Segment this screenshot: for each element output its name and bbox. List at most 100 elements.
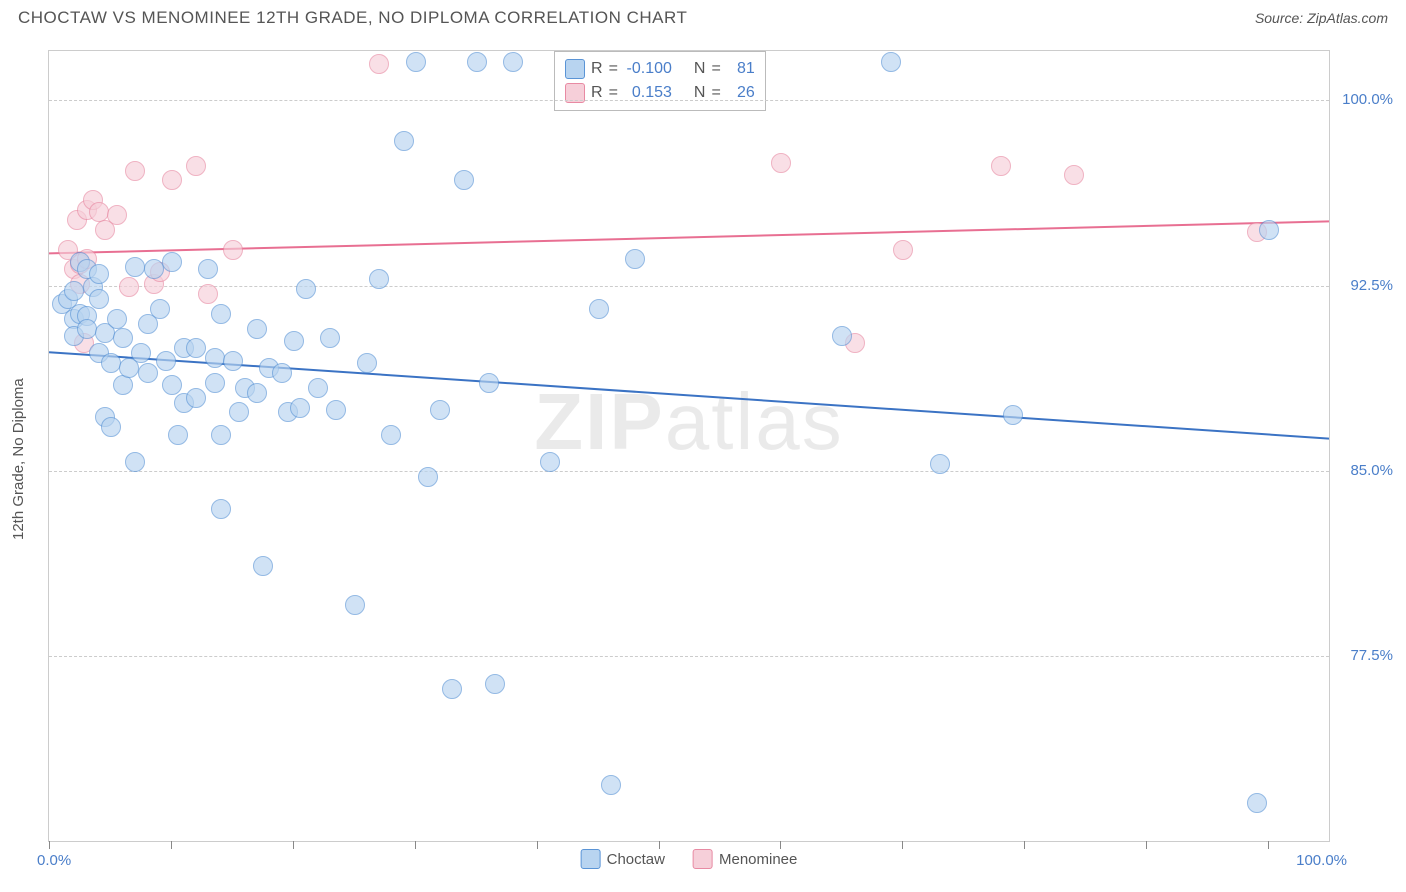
data-point bbox=[131, 343, 151, 363]
data-point bbox=[930, 454, 950, 474]
data-point bbox=[162, 170, 182, 190]
data-point bbox=[771, 153, 791, 173]
data-point bbox=[211, 425, 231, 445]
stats-legend-box: R = -0.100 N = 81 R = 0.153 N = 26 bbox=[554, 51, 766, 111]
data-point bbox=[345, 595, 365, 615]
y-tick-label: 92.5% bbox=[1337, 277, 1393, 294]
data-point bbox=[369, 269, 389, 289]
data-point bbox=[119, 277, 139, 297]
data-point bbox=[113, 375, 133, 395]
data-point bbox=[247, 383, 267, 403]
data-point bbox=[290, 398, 310, 418]
x-tick-label-min: 0.0% bbox=[37, 852, 71, 869]
data-point bbox=[162, 252, 182, 272]
data-point bbox=[540, 452, 560, 472]
x-tick bbox=[415, 841, 416, 849]
data-point bbox=[1259, 220, 1279, 240]
data-point bbox=[229, 402, 249, 422]
r-label: R bbox=[591, 81, 603, 105]
data-point bbox=[156, 351, 176, 371]
data-point bbox=[589, 299, 609, 319]
data-point bbox=[418, 467, 438, 487]
data-point bbox=[113, 328, 133, 348]
data-point bbox=[64, 281, 84, 301]
chart-title: CHOCTAW VS MENOMINEE 12TH GRADE, NO DIPL… bbox=[18, 8, 687, 28]
data-point bbox=[320, 328, 340, 348]
n-label: N bbox=[694, 57, 706, 81]
x-tick-label-max: 100.0% bbox=[1296, 852, 1347, 869]
r-value-choctaw: -0.100 bbox=[624, 57, 672, 81]
x-tick bbox=[780, 841, 781, 849]
legend-item-menominee: Menominee bbox=[693, 849, 797, 869]
data-point bbox=[125, 257, 145, 277]
data-point bbox=[101, 417, 121, 437]
scatter-plot-area: ZIPatlas R = -0.100 N = 81 R = 0.153 N =… bbox=[48, 50, 1330, 842]
n-label: N bbox=[694, 81, 706, 105]
y-tick-label: 85.0% bbox=[1337, 462, 1393, 479]
data-point bbox=[454, 170, 474, 190]
data-point bbox=[296, 279, 316, 299]
data-point bbox=[107, 205, 127, 225]
data-point bbox=[467, 52, 487, 72]
data-point bbox=[101, 353, 121, 373]
equals-sign: = bbox=[711, 57, 720, 81]
data-point bbox=[503, 52, 523, 72]
data-point bbox=[893, 240, 913, 260]
equals-sign: = bbox=[711, 81, 720, 105]
data-point bbox=[1003, 405, 1023, 425]
legend-item-choctaw: Choctaw bbox=[581, 849, 665, 869]
data-point bbox=[186, 338, 206, 358]
stats-row-choctaw: R = -0.100 N = 81 bbox=[565, 57, 755, 81]
data-point bbox=[479, 373, 499, 393]
legend-swatch-choctaw bbox=[565, 59, 585, 79]
data-point bbox=[247, 319, 267, 339]
stats-row-menominee: R = 0.153 N = 26 bbox=[565, 81, 755, 105]
gridline bbox=[49, 100, 1329, 101]
data-point bbox=[77, 319, 97, 339]
data-point bbox=[253, 556, 273, 576]
data-point bbox=[205, 348, 225, 368]
data-point bbox=[357, 353, 377, 373]
data-point bbox=[442, 679, 462, 699]
data-point bbox=[168, 425, 188, 445]
y-axis-label: 12th Grade, No Diploma bbox=[10, 378, 27, 540]
source-attribution: Source: ZipAtlas.com bbox=[1255, 10, 1388, 26]
data-point bbox=[369, 54, 389, 74]
data-point bbox=[832, 326, 852, 346]
data-point bbox=[125, 161, 145, 181]
data-point bbox=[326, 400, 346, 420]
data-point bbox=[186, 388, 206, 408]
legend-swatch-choctaw bbox=[581, 849, 601, 869]
x-tick bbox=[537, 841, 538, 849]
gridline bbox=[49, 471, 1329, 472]
data-point bbox=[1247, 793, 1267, 813]
y-tick-label: 77.5% bbox=[1337, 647, 1393, 664]
data-point bbox=[186, 156, 206, 176]
data-point bbox=[394, 131, 414, 151]
equals-sign: = bbox=[609, 57, 618, 81]
watermark-rest: atlas bbox=[665, 377, 844, 466]
data-point bbox=[272, 363, 292, 383]
data-point bbox=[284, 331, 304, 351]
x-tick bbox=[171, 841, 172, 849]
data-point bbox=[601, 775, 621, 795]
legend-label-choctaw: Choctaw bbox=[607, 851, 665, 868]
data-point bbox=[89, 289, 109, 309]
data-point bbox=[485, 674, 505, 694]
data-point bbox=[198, 284, 218, 304]
watermark: ZIPatlas bbox=[534, 376, 843, 468]
data-point bbox=[1064, 165, 1084, 185]
regression-lines bbox=[49, 51, 1329, 841]
x-tick bbox=[1146, 841, 1147, 849]
data-point bbox=[625, 249, 645, 269]
data-point bbox=[211, 304, 231, 324]
data-point bbox=[881, 52, 901, 72]
x-tick bbox=[1024, 841, 1025, 849]
gridline bbox=[49, 656, 1329, 657]
data-point bbox=[430, 400, 450, 420]
data-point bbox=[991, 156, 1011, 176]
gridline bbox=[49, 286, 1329, 287]
r-value-menominee: 0.153 bbox=[624, 81, 672, 105]
y-tick-label: 100.0% bbox=[1337, 91, 1393, 108]
data-point bbox=[381, 425, 401, 445]
